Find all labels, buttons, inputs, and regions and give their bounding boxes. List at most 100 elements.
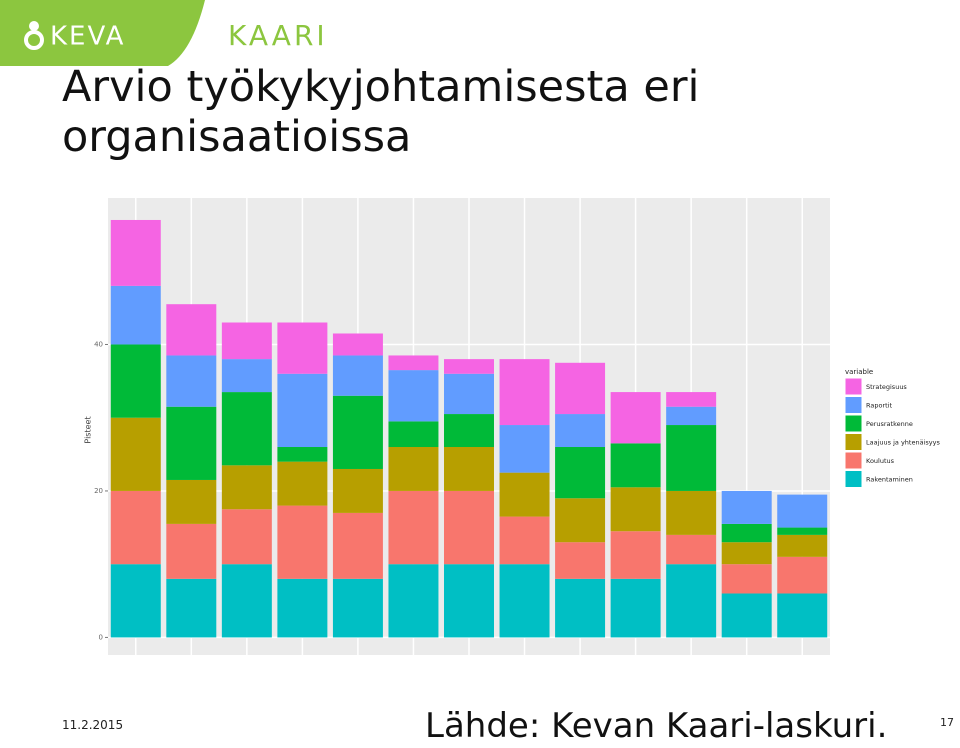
bar-segment (388, 447, 439, 491)
bar-segment (444, 490, 494, 565)
bar-segment (555, 362, 606, 415)
bar-segment (499, 359, 550, 426)
bar-segment (332, 333, 383, 356)
logo-band (0, 0, 205, 66)
bar-segment (332, 512, 383, 579)
legend-swatch (844, 377, 863, 396)
bar-segment (555, 498, 606, 543)
bar-segment (499, 472, 550, 517)
bar-segment (221, 564, 272, 638)
bar-segment (332, 355, 383, 396)
bar-segment (666, 490, 717, 535)
footer-source: Lähde: Kevan Kaari-laskuri. (425, 706, 888, 746)
bar-segment (721, 564, 772, 594)
bar-segment (221, 359, 272, 393)
y-tick-label: 40 (94, 340, 103, 348)
bar-segment (166, 406, 217, 480)
bar-segment (499, 516, 550, 565)
bar-segment (610, 487, 661, 532)
bar-segment (555, 542, 606, 579)
bar-segment (610, 392, 661, 444)
bar-segment (166, 578, 217, 638)
bar-segment (110, 417, 161, 491)
bar-segment (221, 509, 272, 565)
legend-swatch (844, 433, 863, 451)
bar-segment (721, 593, 772, 638)
bar-segment (444, 373, 494, 415)
bar-segment (555, 447, 606, 499)
bar-segment (499, 425, 550, 473)
bar-segment (444, 414, 494, 448)
bar-segment (332, 468, 383, 513)
page-number: 17 (940, 716, 954, 729)
bar-segment (221, 392, 272, 466)
bar-segment (332, 395, 383, 469)
bar-segment (388, 370, 439, 422)
bar-segment (721, 490, 772, 524)
legend-label: Strategisuus (866, 383, 907, 391)
bar-segment (444, 564, 494, 638)
bar-segment (388, 564, 439, 638)
bar-segment (666, 406, 717, 426)
y-tick-label: 0 (99, 633, 103, 641)
bar-segment (777, 593, 828, 638)
bar-segment (277, 373, 328, 448)
bar-segment (277, 322, 328, 374)
bar-segment (277, 505, 328, 579)
logo-brand: KEVA (50, 22, 125, 52)
bar-segment (110, 219, 161, 286)
bar-segment (166, 479, 217, 524)
bar-segment (166, 355, 217, 407)
bar-segment (110, 564, 161, 638)
bar-segment (444, 447, 494, 491)
bar-segment (277, 578, 328, 638)
legend-swatch (844, 396, 863, 414)
bar-segment (610, 443, 661, 488)
bar-segment (388, 355, 439, 371)
legend-swatch (844, 470, 863, 488)
bar-segment (166, 304, 217, 356)
bar-segment (777, 534, 828, 557)
legend-swatch (844, 451, 863, 470)
bar-segment (610, 531, 661, 579)
bar-segment (444, 359, 494, 374)
legend-label: Perusratkenne (866, 420, 913, 428)
bar-segment (555, 414, 606, 448)
bar-segment (277, 461, 328, 506)
bar-segment (666, 392, 717, 407)
legend-label: Koulutus (866, 457, 895, 465)
y-tick-label: 20 (94, 487, 103, 495)
slide-title: Arvio työkykyjohtamisesta eri organisaat… (62, 62, 700, 162)
footer-date: 11.2.2015 (62, 718, 124, 732)
bar-segment (666, 564, 717, 638)
legend-title: variable (845, 368, 873, 376)
bar-segment (277, 447, 328, 462)
bar-segment (221, 322, 272, 360)
bar-segment (721, 542, 772, 565)
bar-segment (777, 494, 828, 528)
bar-segment (666, 534, 717, 565)
bar-segment (110, 285, 161, 345)
y-axis-label: Pisteet (84, 416, 93, 443)
bar-segment (110, 344, 161, 418)
bar-segment (610, 578, 661, 638)
logo-product: KAARI (228, 19, 328, 52)
logo-icon (29, 21, 39, 31)
legend-swatch (844, 414, 863, 433)
bar-segment (221, 465, 272, 510)
bar-segment (332, 578, 383, 638)
bar-segment (555, 578, 606, 638)
logo-icon (24, 30, 44, 50)
bar-segment (499, 564, 550, 638)
bar-segment (388, 490, 439, 565)
bar-segment (166, 523, 217, 579)
bar-segment (110, 490, 161, 565)
legend-label: Laajuus ja yhtenäisyys (866, 439, 940, 447)
bar-segment (388, 421, 439, 448)
legend-label: Raportit (866, 402, 892, 410)
bar-segment (777, 527, 828, 535)
bar-segment (666, 425, 717, 491)
bar-segment (777, 556, 828, 594)
